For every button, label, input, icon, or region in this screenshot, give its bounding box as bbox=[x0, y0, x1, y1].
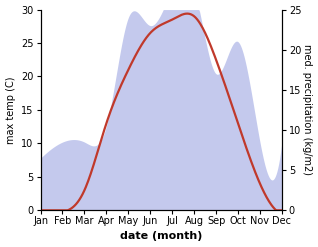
X-axis label: date (month): date (month) bbox=[120, 231, 203, 242]
Y-axis label: med. precipitation (kg/m2): med. precipitation (kg/m2) bbox=[302, 44, 313, 175]
Y-axis label: max temp (C): max temp (C) bbox=[5, 76, 16, 144]
